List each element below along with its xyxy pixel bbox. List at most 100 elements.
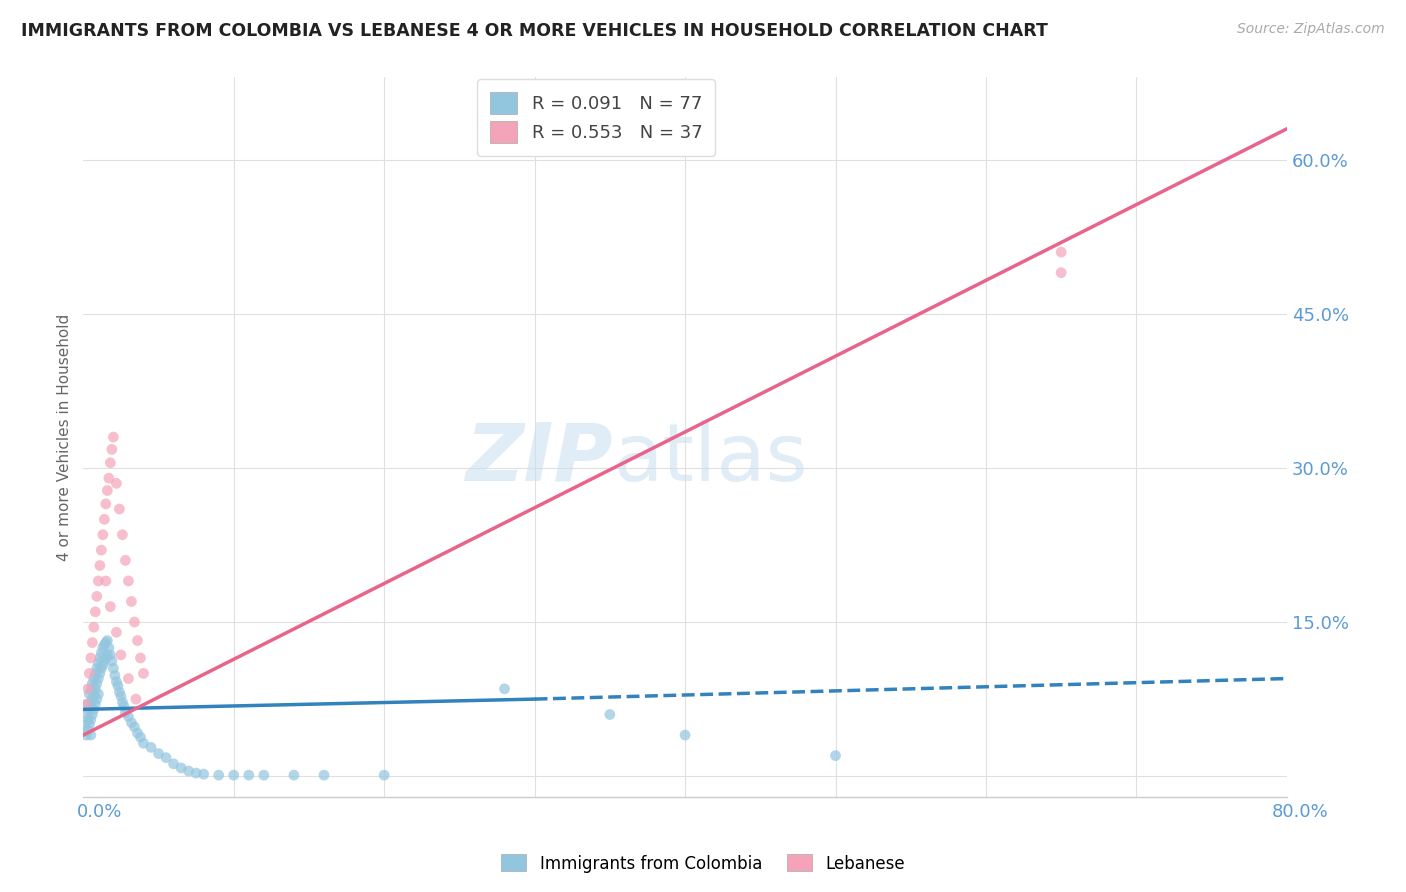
- Point: [494, 681, 516, 696]
- Point: [75, 698, 97, 712]
- Point: [1050, 245, 1073, 260]
- Point: [129, 730, 152, 744]
- Point: [101, 654, 124, 668]
- Point: [127, 726, 149, 740]
- Point: [193, 767, 215, 781]
- Point: [110, 648, 132, 662]
- Point: [93, 512, 115, 526]
- Point: [177, 764, 200, 778]
- Point: [312, 768, 335, 782]
- Point: [120, 594, 142, 608]
- Point: [90, 646, 112, 660]
- Point: [83, 672, 105, 686]
- Point: [117, 709, 139, 723]
- Point: [114, 553, 136, 567]
- Point: [103, 661, 125, 675]
- Point: [82, 692, 104, 706]
- Point: [673, 728, 696, 742]
- Point: [111, 695, 134, 709]
- Point: [94, 651, 117, 665]
- Point: [1050, 266, 1073, 280]
- Legend: R = 0.091   N = 77, R = 0.553   N = 37: R = 0.091 N = 77, R = 0.553 N = 37: [478, 79, 716, 156]
- Point: [108, 685, 131, 699]
- Point: [98, 456, 121, 470]
- Point: [139, 740, 162, 755]
- Point: [117, 672, 139, 686]
- Point: [148, 747, 170, 761]
- Point: [83, 702, 105, 716]
- Point: [184, 766, 207, 780]
- Point: [80, 651, 103, 665]
- Point: [98, 599, 121, 614]
- Point: [89, 666, 111, 681]
- Point: [101, 442, 124, 457]
- Point: [373, 768, 395, 782]
- Text: IMMIGRANTS FROM COLOMBIA VS LEBANESE 4 OR MORE VEHICLES IN HOUSEHOLD CORRELATION: IMMIGRANTS FROM COLOMBIA VS LEBANESE 4 O…: [21, 22, 1047, 40]
- Point: [75, 728, 97, 742]
- Point: [124, 615, 146, 629]
- Y-axis label: 4 or more Vehicles in Household: 4 or more Vehicles in Household: [58, 313, 72, 561]
- Point: [111, 527, 134, 541]
- Point: [76, 713, 98, 727]
- Point: [127, 633, 149, 648]
- Point: [79, 666, 101, 681]
- Point: [162, 756, 184, 771]
- Point: [97, 640, 120, 655]
- Point: [104, 668, 127, 682]
- Point: [94, 497, 117, 511]
- Point: [83, 687, 105, 701]
- Point: [80, 713, 103, 727]
- Point: [83, 620, 105, 634]
- Point: [238, 768, 260, 782]
- Point: [80, 728, 103, 742]
- Text: 80.0%: 80.0%: [1272, 803, 1329, 821]
- Legend: Immigrants from Colombia, Lebanese: Immigrants from Colombia, Lebanese: [495, 847, 911, 880]
- Point: [82, 707, 104, 722]
- Point: [155, 750, 177, 764]
- Text: 0.0%: 0.0%: [77, 803, 122, 821]
- Point: [84, 605, 107, 619]
- Point: [91, 640, 114, 655]
- Point: [87, 656, 110, 670]
- Point: [84, 666, 107, 681]
- Point: [86, 676, 108, 690]
- Point: [86, 661, 108, 675]
- Point: [98, 648, 121, 662]
- Point: [208, 768, 231, 782]
- Point: [124, 720, 146, 734]
- Point: [108, 502, 131, 516]
- Point: [824, 748, 846, 763]
- Point: [87, 687, 110, 701]
- Point: [89, 558, 111, 573]
- Point: [132, 736, 155, 750]
- Point: [105, 476, 128, 491]
- Text: atlas: atlas: [613, 419, 807, 498]
- Point: [110, 689, 132, 703]
- Point: [253, 768, 276, 782]
- Point: [87, 574, 110, 588]
- Point: [283, 768, 305, 782]
- Point: [91, 658, 114, 673]
- Point: [94, 574, 117, 588]
- Point: [599, 707, 621, 722]
- Point: [79, 687, 101, 701]
- Point: [125, 692, 148, 706]
- Point: [86, 692, 108, 706]
- Point: [80, 698, 103, 712]
- Point: [117, 574, 139, 588]
- Point: [84, 698, 107, 712]
- Point: [107, 679, 129, 693]
- Point: [105, 625, 128, 640]
- Point: [120, 715, 142, 730]
- Point: [90, 543, 112, 558]
- Point: [91, 527, 114, 541]
- Point: [97, 471, 120, 485]
- Point: [222, 768, 245, 782]
- Point: [132, 666, 155, 681]
- Point: [86, 590, 108, 604]
- Point: [73, 718, 96, 732]
- Point: [105, 674, 128, 689]
- Point: [93, 638, 115, 652]
- Point: [89, 651, 111, 665]
- Point: [76, 723, 98, 737]
